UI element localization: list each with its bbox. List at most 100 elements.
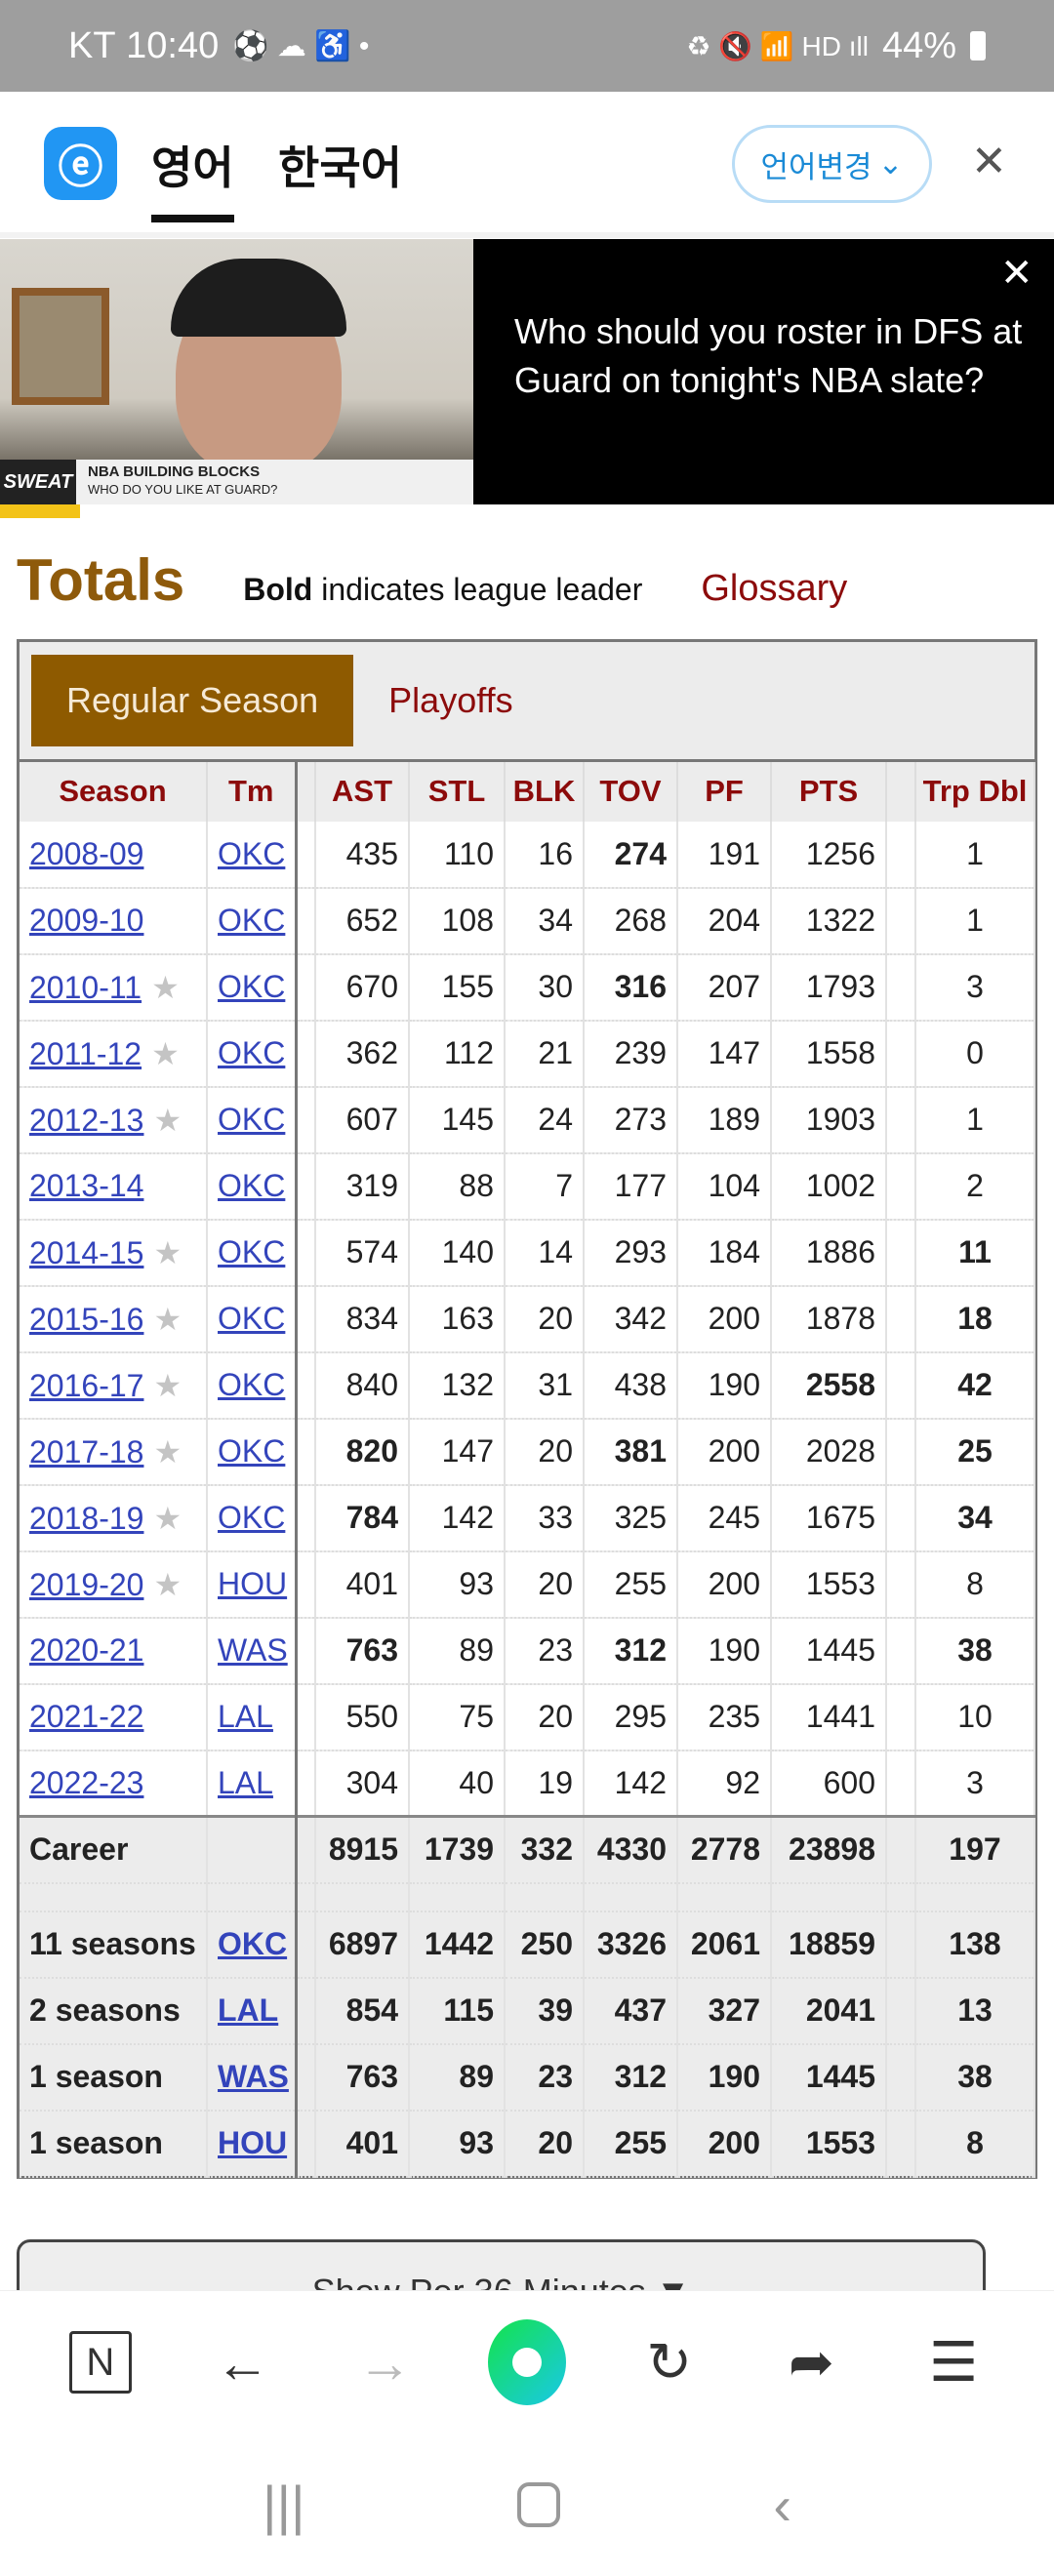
back-icon[interactable]: ‹ [773,2474,792,2536]
team-link[interactable]: OKC [218,1102,286,1137]
tab-source-language[interactable]: 영어 [151,133,234,222]
season-link[interactable]: 2017-18 [29,1433,144,1469]
trp-dbl-value: 3 [966,1764,984,1800]
team-link[interactable]: OKC [218,1500,286,1535]
team-cell: WAS [207,2043,298,2112]
column-header-pf[interactable]: PF [677,760,772,822]
season-link[interactable]: 2010-11 [29,969,142,1005]
video-ad[interactable]: NBA BUILDING BLOCKS WHO DO YOU LIKE AT G… [0,239,1054,518]
season-link[interactable]: 2013-14 [29,1168,144,1203]
ad-video-thumbnail[interactable]: NBA BUILDING BLOCKS WHO DO YOU LIKE AT G… [0,239,473,518]
team-link[interactable]: OKC [218,1926,288,1961]
pts-value: 1445 [805,2059,875,2094]
blk-cell: 19 [505,1750,585,1818]
team-link[interactable]: OKC [218,835,286,871]
blk-cell: 14 [505,1219,585,1287]
pf-cell: 200 [677,1418,772,1486]
tab-playoffs[interactable]: Playoffs [388,680,513,720]
team-link[interactable]: LAL [218,1992,279,2028]
season-link[interactable]: 2014-15 [29,1234,144,1270]
refresh-icon[interactable]: ↻ [646,2331,693,2393]
change-language-label: 언어변경 [760,149,872,184]
trp-dbl-cell: 3 [915,1750,1035,1818]
team-link[interactable]: OKC [218,1234,286,1269]
column-header-tm[interactable]: Tm [207,760,298,822]
team-link[interactable]: OKC [218,969,286,1004]
menu-icon[interactable]: ☰ [928,2331,979,2393]
season-link[interactable]: 2015-16 [29,1301,144,1337]
ad-headline[interactable]: Who should you roster in DFS at Guard on… [514,311,1023,400]
column-header-blk[interactable]: BLK [505,760,585,822]
team-link[interactable]: WAS [218,2059,289,2094]
blk-value: 31 [538,1367,573,1402]
pts-value: 600 [823,1764,875,1800]
tab-target-language[interactable]: 한국어 [278,142,402,193]
pts-cell: 1793 [771,953,887,1022]
tab-regular-season[interactable]: Regular Season [31,655,354,746]
team-link[interactable]: OKC [218,1301,286,1336]
column-header-season[interactable]: Season [20,760,208,822]
close-icon[interactable]: ✕ [971,138,1007,185]
tov-cell: 255 [584,2110,678,2178]
stl-value: 142 [441,1500,494,1535]
ast-cell: 840 [315,1351,410,1420]
season-link[interactable]: 2009-10 [29,903,144,938]
ast-cell: 401 [315,2110,410,2178]
blk-value: 20 [538,1699,573,1734]
change-language-button[interactable]: 언어변경 ⌄ [732,125,932,203]
column-header-pts[interactable]: PTS [771,760,887,822]
season-link[interactable]: 2019-20 [29,1566,144,1602]
column-header-trp-dbl[interactable]: Trp Dbl [915,760,1035,822]
season-link[interactable]: 2016-17 [29,1367,144,1403]
share-icon[interactable]: ➦ [788,2331,834,2393]
team-link[interactable]: LAL [218,1699,273,1734]
blk-value: 332 [520,1831,573,1868]
season-link[interactable]: 2020-21 [29,1632,144,1668]
column-header-tov[interactable]: TOV [584,760,678,822]
season-link[interactable]: 2012-13 [29,1102,144,1138]
season-link[interactable]: 2008-09 [29,835,144,871]
column-header-ast[interactable]: AST [315,760,410,822]
tov-cell: 342 [584,1285,678,1353]
recent-apps-icon[interactable]: ||| [262,2474,305,2536]
stl-cell: 140 [409,1219,506,1287]
tov-value: 3326 [596,1926,667,1961]
pf-cell: 92 [677,1750,772,1818]
pf-value: 147 [708,1035,760,1070]
ast-value: 8915 [328,1831,398,1868]
season-link[interactable]: 2022-23 [29,1764,144,1800]
season-cell: 2019-20 ★ [20,1550,208,1619]
home-icon[interactable] [517,2482,561,2527]
column-header-stl[interactable]: STL [409,760,506,822]
home-button[interactable] [487,2319,566,2405]
season-link[interactable]: 2021-22 [29,1699,144,1734]
gap-cell [886,1815,916,1884]
stl-value: 110 [443,835,494,871]
team-link[interactable]: HOU [218,2125,288,2160]
ast-cell: 304 [315,1750,410,1818]
back-arrow-icon[interactable]: ← [215,2331,270,2394]
table-row: 2010-11 ★ OKC 670 155 30 316 207 1793 3 [20,953,1035,1022]
team-link[interactable]: OKC [218,1035,286,1070]
team-link[interactable]: OKC [218,1433,286,1469]
glossary-link[interactable]: Glossary [701,568,848,609]
team-cell: OKC [207,1351,298,1420]
ad-close-icon[interactable]: ✕ [1000,252,1034,295]
system-icons: ♻ 🔇 📶 HD ıll [686,30,869,61]
forward-arrow-icon[interactable]: → [357,2331,413,2394]
team-link[interactable]: OKC [218,903,286,938]
video-subtitle: WHO DO YOU LIKE AT GUARD? [88,482,278,497]
tov-value: 255 [614,2125,667,2160]
team-link[interactable]: HOU [218,1566,288,1601]
season-link[interactable]: 2018-19 [29,1500,144,1536]
team-link[interactable]: WAS [218,1632,288,1668]
tov-value: 239 [614,1035,667,1070]
gap-cell [886,1484,916,1552]
team-link[interactable]: LAL [218,1764,273,1800]
season-link[interactable]: 2011-12 [29,1035,142,1071]
blk-cell: 23 [505,1617,585,1685]
blk-value: 23 [538,2059,573,2094]
team-link[interactable]: OKC [218,1168,286,1203]
tabs-button[interactable]: N [61,2323,140,2401]
team-link[interactable]: OKC [218,1367,286,1402]
